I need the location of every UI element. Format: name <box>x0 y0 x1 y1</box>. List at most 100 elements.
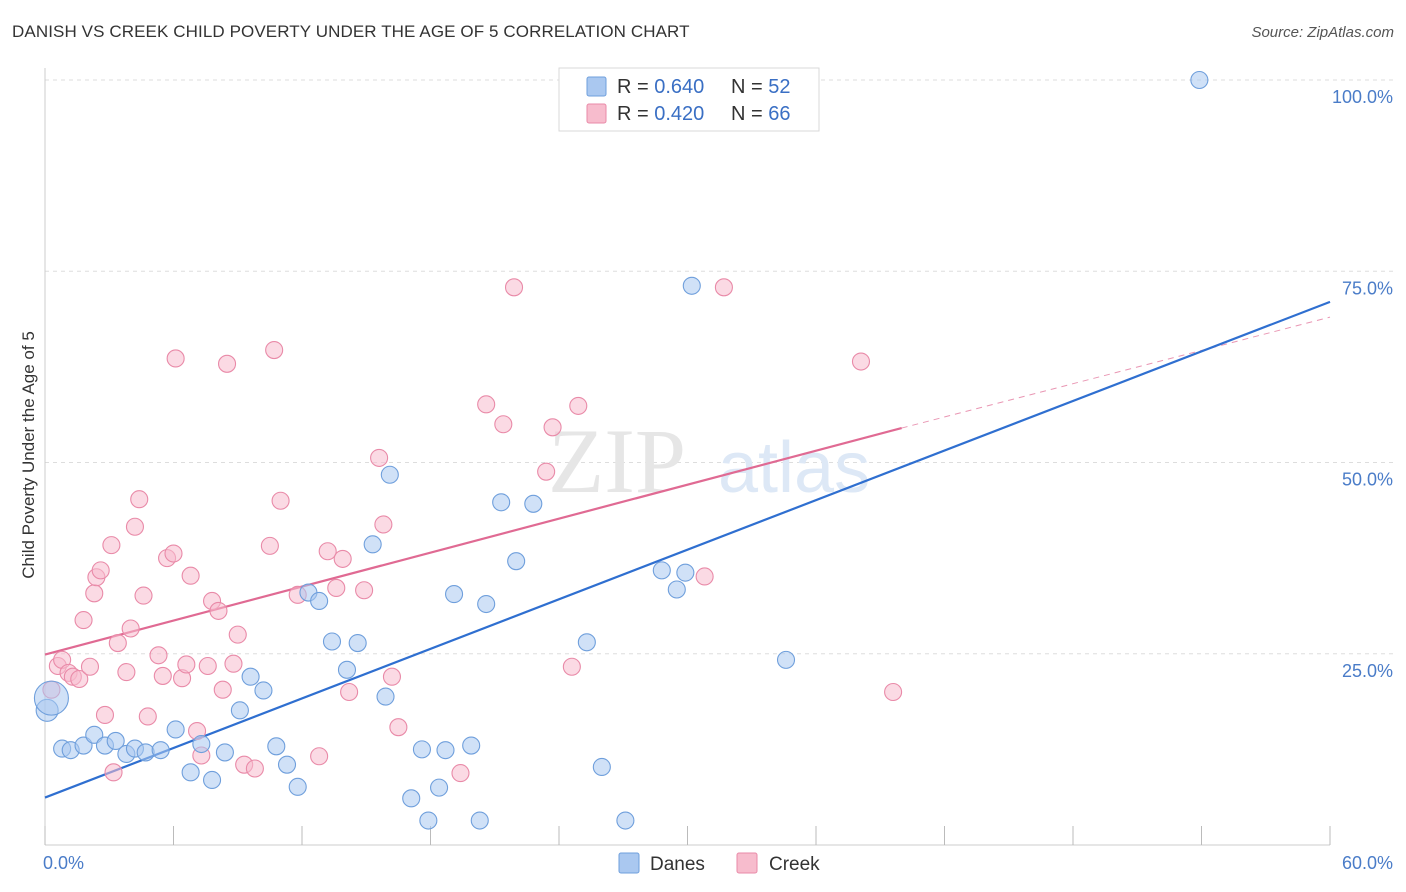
creek-point <box>374 515 393 534</box>
danes-point <box>1190 70 1209 90</box>
creek-point <box>851 352 871 371</box>
danes-point <box>402 789 421 808</box>
creek-point <box>166 349 185 368</box>
danes-point <box>277 755 297 774</box>
danes-point <box>445 585 464 604</box>
danes-point <box>412 740 431 759</box>
danes-point <box>682 276 701 295</box>
legend-r-value-creek: 0.420 <box>654 103 704 125</box>
creek-trend-line <box>44 427 902 656</box>
creek-point <box>389 718 408 737</box>
x-tick-label: 0.0% <box>43 853 84 873</box>
danes-point <box>667 580 686 599</box>
danes-point <box>267 737 286 756</box>
creek-point <box>504 278 524 297</box>
creek-point <box>108 633 127 653</box>
danes-points <box>33 70 1209 830</box>
danes-point <box>241 667 260 686</box>
legend-n-label-danes: N = <box>731 76 768 98</box>
danes-point <box>85 725 104 744</box>
creek-point <box>260 536 279 555</box>
creek-point <box>80 657 100 676</box>
danes-point <box>181 763 200 782</box>
creek-point <box>562 657 581 676</box>
source-label: Source: ZipAtlas.com <box>1251 24 1394 41</box>
watermark-zip: ZIP <box>548 410 686 512</box>
danes-point <box>348 633 367 653</box>
danes-point <box>310 591 329 611</box>
danes-point <box>215 743 234 762</box>
creek-point <box>121 619 140 638</box>
y-tick-label: 100.0% <box>1332 87 1393 107</box>
creek-point <box>177 655 196 674</box>
danes-point <box>462 736 481 755</box>
creek-point <box>310 747 329 766</box>
creek-point <box>181 566 200 585</box>
legend-r-value-danes: 0.640 <box>654 76 704 98</box>
watermark-atlas: atlas <box>718 428 870 508</box>
creek-point <box>164 544 183 563</box>
creek-point <box>494 415 513 434</box>
creek-point <box>95 705 115 725</box>
creek-point <box>85 584 104 603</box>
bottom-legend-swatch-danes <box>618 852 640 874</box>
danes-point <box>616 811 635 830</box>
creek-point <box>217 354 237 373</box>
creek-point <box>543 418 562 437</box>
danes-point <box>337 660 357 679</box>
creek-point <box>138 707 157 726</box>
danes-point <box>151 741 170 760</box>
creek-point <box>477 395 496 414</box>
danes-point <box>136 743 155 762</box>
tick-labels: 25.0% 50.0% 75.0% 100.0% 0.0% 60.0% <box>43 87 1393 873</box>
creek-point <box>149 646 168 665</box>
creek-point <box>327 578 346 598</box>
creek-point <box>198 656 217 676</box>
svg-text:R = 0.420: R = 0.420 <box>617 103 704 125</box>
y-tick-label: 25.0% <box>1342 661 1393 681</box>
creek-points <box>42 278 903 783</box>
danes-point <box>106 731 125 751</box>
creek-point <box>382 667 402 686</box>
legend-n-label-creek: N = <box>731 103 768 125</box>
danes-point <box>203 770 222 790</box>
legend-swatch-creek <box>586 103 607 124</box>
danes-point <box>477 594 496 614</box>
creek-point <box>451 764 470 783</box>
legend-r-label-danes: R = <box>617 76 654 98</box>
creek-point <box>537 462 556 481</box>
danes-point <box>436 741 455 760</box>
danes-point <box>652 561 671 580</box>
creek-point <box>125 517 144 536</box>
legend-swatch-danes <box>586 76 607 97</box>
danes-point <box>230 701 249 720</box>
creek-point <box>228 625 247 644</box>
creek-point <box>224 654 243 673</box>
creek-trend-extension <box>901 316 1331 429</box>
danes-point <box>166 720 185 739</box>
danes-point <box>322 632 342 651</box>
creek-point <box>74 611 93 630</box>
creek-point <box>91 561 110 580</box>
svg-text:R = 0.640: R = 0.640 <box>617 76 704 98</box>
legend: R = 0.640 N = 52 R = 0.420 N = 66 <box>558 67 820 132</box>
danes-point <box>288 777 307 796</box>
y-tick-label: 50.0% <box>1342 470 1393 490</box>
y-axis-title: Child Poverty Under the Age of 5 <box>19 331 38 579</box>
bottom-legend-label-creek: Creek <box>769 854 820 875</box>
creek-point <box>884 682 903 702</box>
creek-point <box>245 759 264 778</box>
bottom-legend: Danes Creek <box>618 852 820 875</box>
danes-point <box>376 687 395 706</box>
creek-point <box>104 763 123 782</box>
creek-point <box>130 490 149 509</box>
creek-point <box>333 549 352 568</box>
danes-point <box>676 563 695 582</box>
axes <box>44 68 1331 846</box>
danes-point <box>33 680 69 716</box>
creek-point <box>714 278 733 297</box>
creek-point <box>271 491 290 510</box>
creek-point <box>134 586 153 605</box>
creek-point <box>153 666 172 685</box>
